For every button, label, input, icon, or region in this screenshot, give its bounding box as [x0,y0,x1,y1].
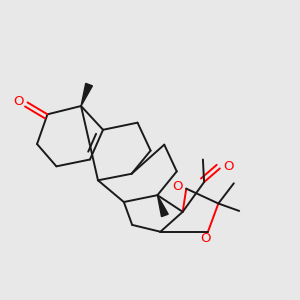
Text: O: O [200,232,211,245]
Polygon shape [81,83,92,106]
Text: O: O [172,180,183,193]
Text: O: O [14,95,24,108]
Polygon shape [158,195,168,217]
Text: O: O [223,160,233,172]
